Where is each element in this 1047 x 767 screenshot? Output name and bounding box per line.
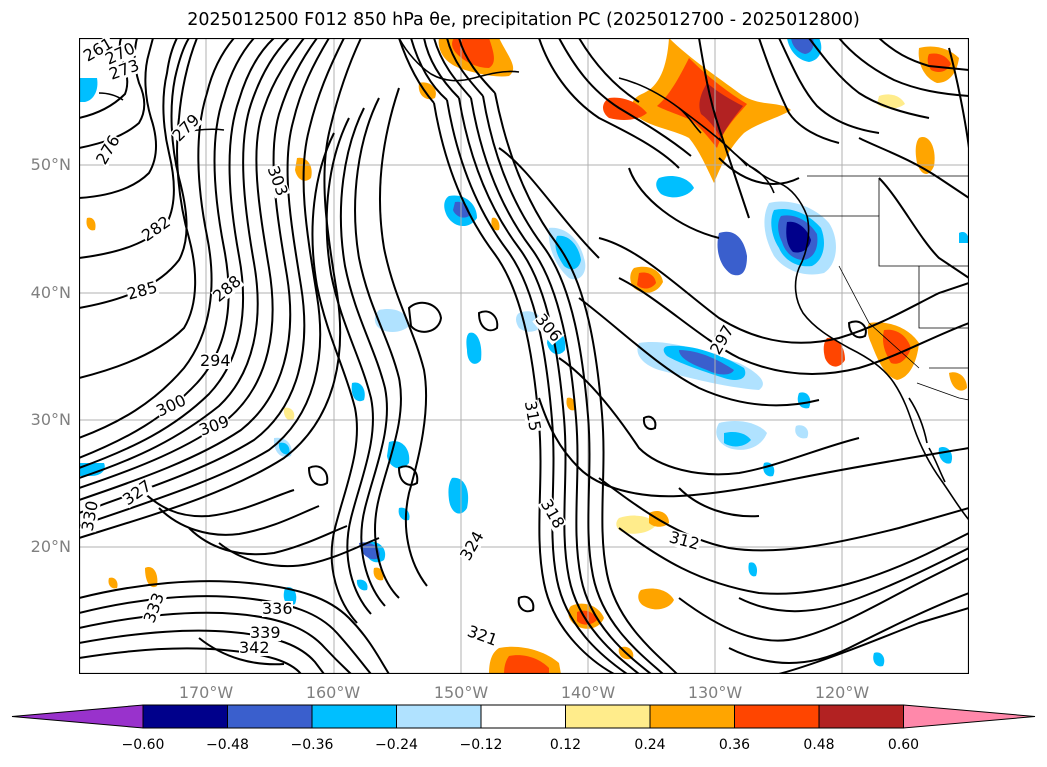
colorbar-cell: [818, 704, 904, 729]
contour-label: 315: [520, 399, 545, 433]
lon-label-120w: 120°W: [814, 683, 870, 702]
colorbar-tick-label: 0.36: [718, 737, 751, 753]
colorbar-cell: [227, 704, 313, 729]
colorbar-tick-label: −0.24: [375, 737, 418, 753]
theta-e-contours: [79, 38, 969, 674]
colorbar-cell: [565, 704, 651, 729]
colorbar-cell: [396, 704, 482, 729]
colorbar: [11, 704, 1036, 729]
colorbar-tick-label: 0.12: [549, 737, 582, 753]
colorbar-cell: [734, 704, 820, 729]
lat-label-50n: 50°N: [30, 155, 71, 174]
coastlines: [98, 38, 969, 521]
contour-label: 294: [200, 351, 231, 370]
colorbar-extend-high: [903, 704, 1036, 729]
lat-label-20n: 20°N: [30, 537, 71, 556]
colorbar-extend-low: [11, 704, 144, 729]
lon-label-150w: 150°W: [433, 683, 489, 702]
colorbar-tick-label: −0.12: [459, 737, 503, 753]
colorbar-tick-label: −0.48: [206, 737, 249, 753]
contour-label: 339: [250, 623, 281, 642]
colorbar-cell: [142, 704, 228, 729]
lat-label-40n: 40°N: [30, 283, 71, 302]
colorbar-cell: [311, 704, 397, 729]
admin-borders: [807, 175, 969, 401]
colorbar-tick-label: −0.60: [121, 737, 165, 753]
contour-label: 336: [262, 599, 293, 618]
colorbar-cell: [649, 704, 735, 729]
chart-title: 2025012500 F012 850 hPa θe, precipitatio…: [187, 10, 860, 30]
lon-label-140w: 140°W: [560, 683, 616, 702]
colorbar-tick-label: −0.36: [290, 737, 334, 753]
colorbar-tick-label: 0.24: [634, 737, 666, 753]
contour-label: 342: [239, 638, 270, 657]
colorbar-tick-label: 0.48: [803, 737, 835, 753]
map-panel: 261 270 273 276 279 282 285 288 294 297 …: [78, 34, 969, 674]
colorbar-cell: [480, 704, 566, 729]
lon-label-130w: 130°W: [687, 683, 743, 702]
colorbar-tick-label: 0.60: [887, 737, 920, 753]
lat-label-30n: 30°N: [30, 410, 71, 429]
lon-label-160w: 160°W: [305, 683, 361, 702]
lon-label-170w: 170°W: [178, 683, 234, 702]
